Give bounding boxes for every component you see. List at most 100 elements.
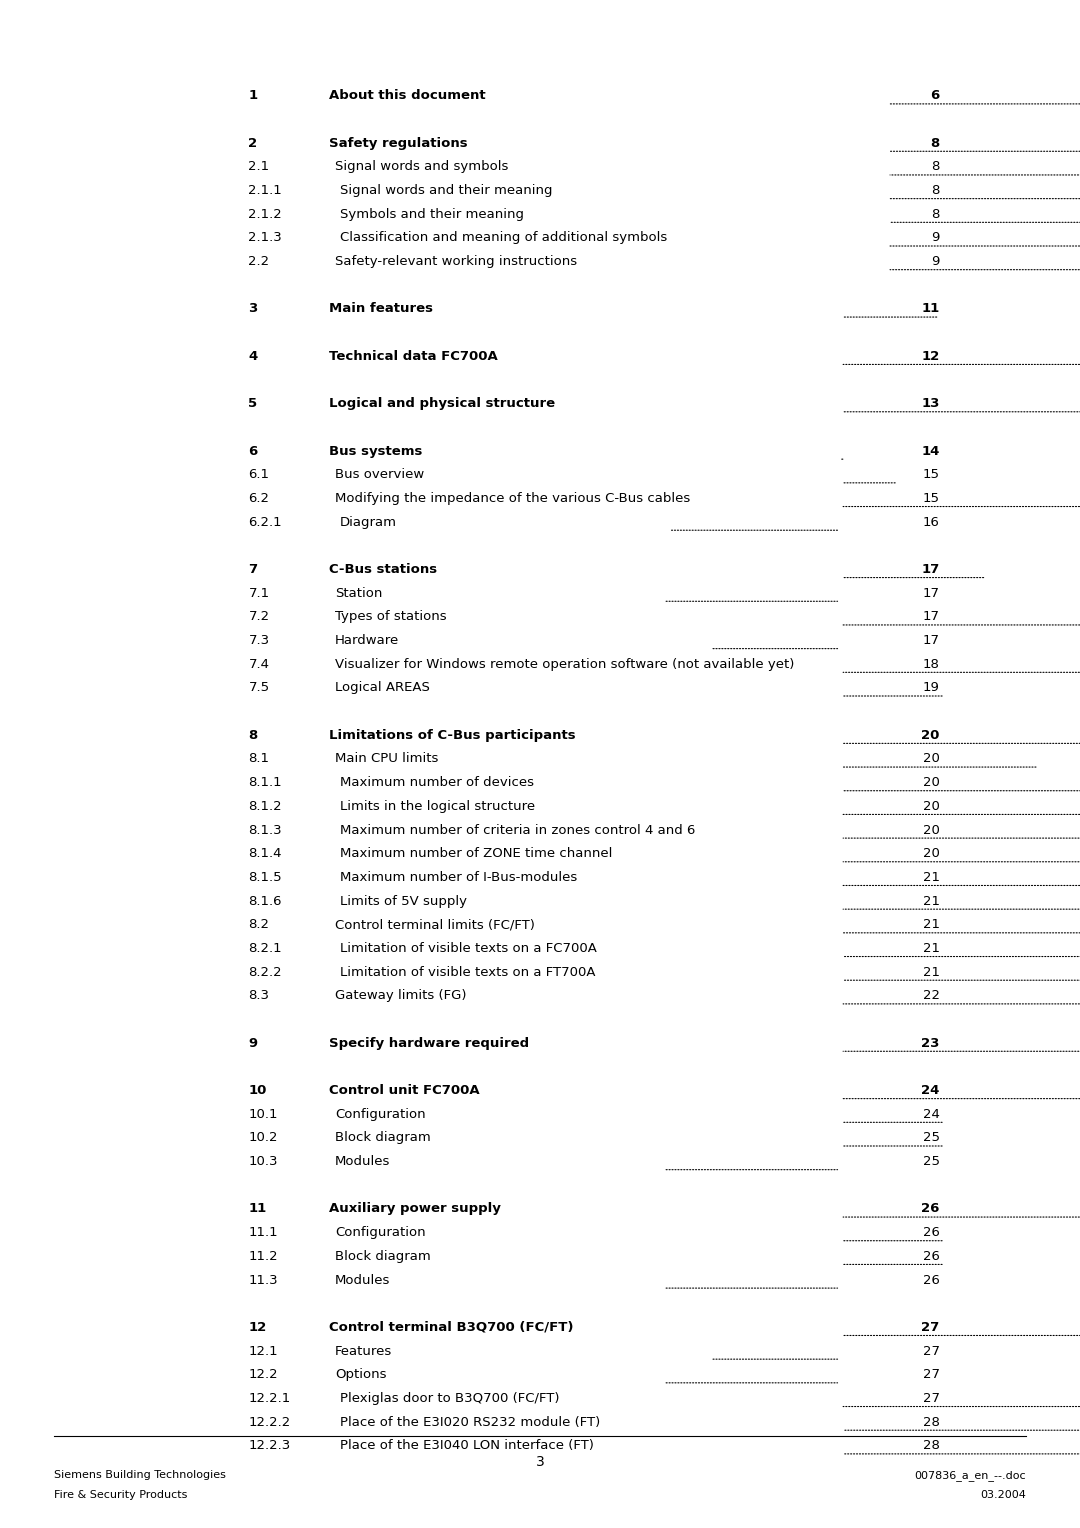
Text: 27: 27 bbox=[922, 1345, 940, 1357]
Text: Logical and physical structure: Logical and physical structure bbox=[329, 397, 555, 410]
Text: 3: 3 bbox=[248, 303, 258, 315]
Text: 2: 2 bbox=[248, 136, 257, 150]
Text: 27: 27 bbox=[921, 1320, 940, 1334]
Text: 24: 24 bbox=[921, 1083, 940, 1097]
Text: 8.2.2: 8.2.2 bbox=[248, 966, 282, 978]
Text: 26: 26 bbox=[922, 1250, 940, 1262]
Text: Types of stations: Types of stations bbox=[335, 610, 446, 623]
Text: 20: 20 bbox=[922, 799, 940, 813]
Text: Symbols and their meaning: Symbols and their meaning bbox=[340, 208, 524, 220]
Text: Control terminal B3Q700 (FC/FT): Control terminal B3Q700 (FC/FT) bbox=[329, 1320, 573, 1334]
Text: Features: Features bbox=[335, 1345, 392, 1357]
Text: 10.2: 10.2 bbox=[248, 1131, 278, 1144]
Text: Limitation of visible texts on a FT700A: Limitation of visible texts on a FT700A bbox=[340, 966, 596, 978]
Text: 19: 19 bbox=[922, 681, 940, 694]
Text: 8.1: 8.1 bbox=[248, 752, 269, 766]
Text: 10: 10 bbox=[248, 1083, 267, 1097]
Text: 4: 4 bbox=[248, 350, 258, 362]
Text: 26: 26 bbox=[922, 1225, 940, 1239]
Text: 16: 16 bbox=[922, 515, 940, 529]
Text: 2.1.2: 2.1.2 bbox=[248, 208, 282, 220]
Text: 6.2: 6.2 bbox=[248, 492, 269, 504]
Text: 26: 26 bbox=[921, 1203, 940, 1215]
Text: Place of the E3I040 LON interface (FT): Place of the E3I040 LON interface (FT) bbox=[340, 1439, 594, 1452]
Text: Options: Options bbox=[335, 1368, 387, 1381]
Text: 2.1.3: 2.1.3 bbox=[248, 231, 282, 244]
Text: About this document: About this document bbox=[329, 89, 486, 102]
Text: 7.3: 7.3 bbox=[248, 634, 270, 646]
Text: Maximum number of devices: Maximum number of devices bbox=[340, 776, 535, 788]
Text: 3: 3 bbox=[536, 1455, 544, 1468]
Text: 8: 8 bbox=[931, 208, 940, 220]
Text: 6.2.1: 6.2.1 bbox=[248, 515, 282, 529]
Text: 8: 8 bbox=[931, 183, 940, 197]
Text: 9: 9 bbox=[931, 255, 940, 267]
Text: 15: 15 bbox=[922, 468, 940, 481]
Text: Fire & Security Products: Fire & Security Products bbox=[54, 1490, 187, 1500]
Text: 12: 12 bbox=[248, 1320, 267, 1334]
Text: 25: 25 bbox=[922, 1155, 940, 1167]
Text: 2.1.1: 2.1.1 bbox=[248, 183, 282, 197]
Text: 8.2.1: 8.2.1 bbox=[248, 941, 282, 955]
Text: Station: Station bbox=[335, 587, 382, 599]
Text: Signal words and symbols: Signal words and symbols bbox=[335, 160, 509, 173]
Text: 7.2: 7.2 bbox=[248, 610, 270, 623]
Text: 12: 12 bbox=[921, 350, 940, 362]
Text: 11: 11 bbox=[248, 1203, 267, 1215]
Text: 8: 8 bbox=[248, 729, 258, 741]
Text: Modifying the impedance of the various C-Bus cables: Modifying the impedance of the various C… bbox=[335, 492, 690, 504]
Text: 21: 21 bbox=[922, 966, 940, 978]
Text: 15: 15 bbox=[922, 492, 940, 504]
Text: Main features: Main features bbox=[329, 303, 433, 315]
Text: 6.1: 6.1 bbox=[248, 468, 269, 481]
Text: Auxiliary power supply: Auxiliary power supply bbox=[329, 1203, 501, 1215]
Text: 8.1.3: 8.1.3 bbox=[248, 824, 282, 836]
Text: 03.2004: 03.2004 bbox=[981, 1490, 1026, 1500]
Text: 8.1.1: 8.1.1 bbox=[248, 776, 282, 788]
Text: 8.1.4: 8.1.4 bbox=[248, 847, 282, 860]
Text: Limits in the logical structure: Limits in the logical structure bbox=[340, 799, 536, 813]
Text: Bus systems: Bus systems bbox=[329, 445, 422, 457]
Text: Maximum number of criteria in zones control 4 and 6: Maximum number of criteria in zones cont… bbox=[340, 824, 696, 836]
Text: Signal words and their meaning: Signal words and their meaning bbox=[340, 183, 553, 197]
Text: 28: 28 bbox=[922, 1415, 940, 1429]
Text: 8.2: 8.2 bbox=[248, 918, 269, 931]
Text: Maximum number of I-Bus-modules: Maximum number of I-Bus-modules bbox=[340, 871, 578, 883]
Text: Modules: Modules bbox=[335, 1273, 390, 1287]
Text: 10.1: 10.1 bbox=[248, 1108, 278, 1120]
Text: 7.4: 7.4 bbox=[248, 657, 269, 671]
Text: 8.1.2: 8.1.2 bbox=[248, 799, 282, 813]
Text: Modules: Modules bbox=[335, 1155, 390, 1167]
Text: 8.3: 8.3 bbox=[248, 989, 269, 1002]
Text: Safety regulations: Safety regulations bbox=[329, 136, 468, 150]
Text: 7.5: 7.5 bbox=[248, 681, 270, 694]
Text: 22: 22 bbox=[922, 989, 940, 1002]
Text: Configuration: Configuration bbox=[335, 1225, 426, 1239]
Text: 11.3: 11.3 bbox=[248, 1273, 278, 1287]
Text: 11.2: 11.2 bbox=[248, 1250, 278, 1262]
Text: Technical data FC700A: Technical data FC700A bbox=[329, 350, 498, 362]
Text: 8.1.6: 8.1.6 bbox=[248, 894, 282, 908]
Text: 8: 8 bbox=[930, 136, 940, 150]
Text: 11: 11 bbox=[921, 303, 940, 315]
Text: 9: 9 bbox=[931, 231, 940, 244]
Text: 20: 20 bbox=[922, 847, 940, 860]
Text: 2.2: 2.2 bbox=[248, 255, 270, 267]
Text: 25: 25 bbox=[922, 1131, 940, 1144]
Text: 28: 28 bbox=[922, 1439, 940, 1452]
Text: 20: 20 bbox=[922, 752, 940, 766]
Text: 21: 21 bbox=[922, 941, 940, 955]
Text: Siemens Building Technologies: Siemens Building Technologies bbox=[54, 1470, 226, 1481]
Text: C-Bus stations: C-Bus stations bbox=[329, 562, 437, 576]
Text: Configuration: Configuration bbox=[335, 1108, 426, 1120]
Text: 12.1: 12.1 bbox=[248, 1345, 278, 1357]
Text: 24: 24 bbox=[922, 1108, 940, 1120]
Text: 12.2.1: 12.2.1 bbox=[248, 1392, 291, 1404]
Text: 20: 20 bbox=[922, 776, 940, 788]
Text: 12.2.3: 12.2.3 bbox=[248, 1439, 291, 1452]
Text: 17: 17 bbox=[921, 562, 940, 576]
Text: 8: 8 bbox=[931, 160, 940, 173]
Text: Block diagram: Block diagram bbox=[335, 1131, 431, 1144]
Text: 5: 5 bbox=[248, 397, 257, 410]
Text: Maximum number of ZONE time channel: Maximum number of ZONE time channel bbox=[340, 847, 612, 860]
